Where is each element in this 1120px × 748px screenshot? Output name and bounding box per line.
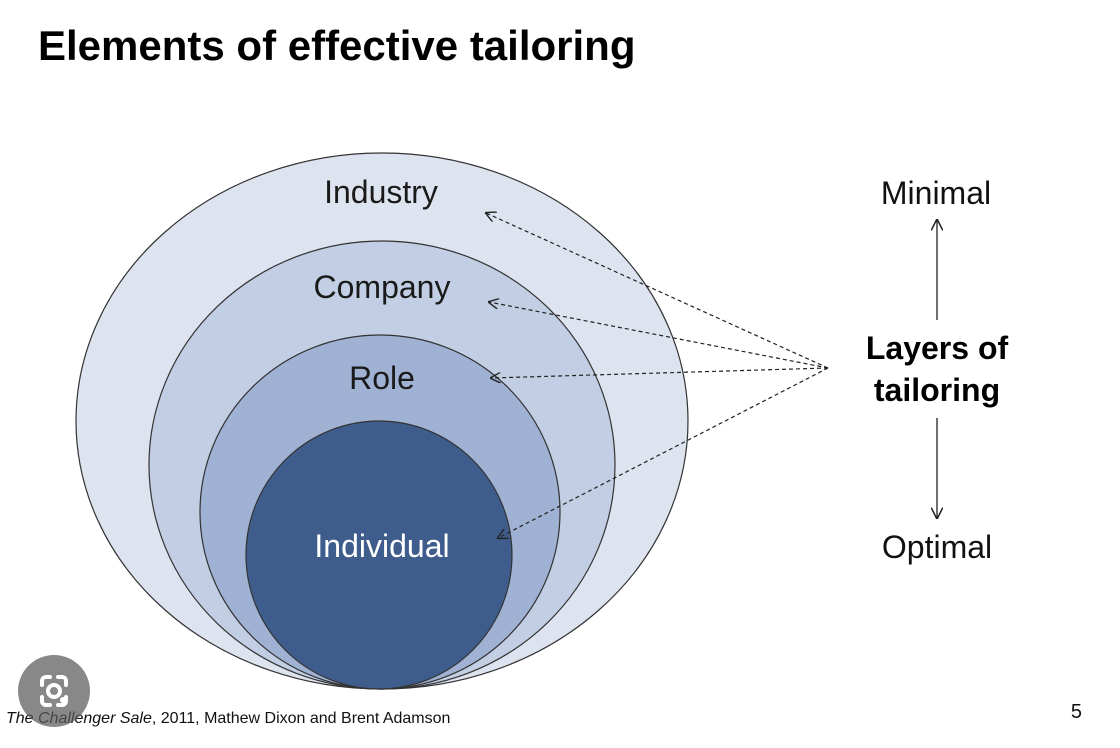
arrow-to-role [491, 367, 829, 378]
layers-label-line1: Layers of [866, 330, 1009, 366]
individual-label: Individual [314, 528, 449, 564]
google-lens-button[interactable] [18, 655, 90, 727]
arrow-to-company [489, 302, 829, 369]
citation-text: , 2011, Mathew Dixon and Brent Adamson [151, 710, 451, 727]
arrow-to-individual [498, 367, 829, 538]
scale-top-label: Minimal [881, 175, 991, 211]
slide-title: Elements of effective tailoring [38, 22, 636, 69]
layers-label-line2: tailoring [874, 372, 1000, 408]
page-number: 5 [1070, 701, 1082, 723]
role-label: Role [349, 360, 415, 396]
company-label: Company [314, 269, 451, 305]
connector-arrows [486, 213, 829, 538]
industry-label: Industry [324, 174, 438, 210]
scale-bottom-label: Optimal [882, 529, 992, 565]
google-lens-icon [40, 675, 68, 707]
individual-layer [245, 420, 513, 690]
